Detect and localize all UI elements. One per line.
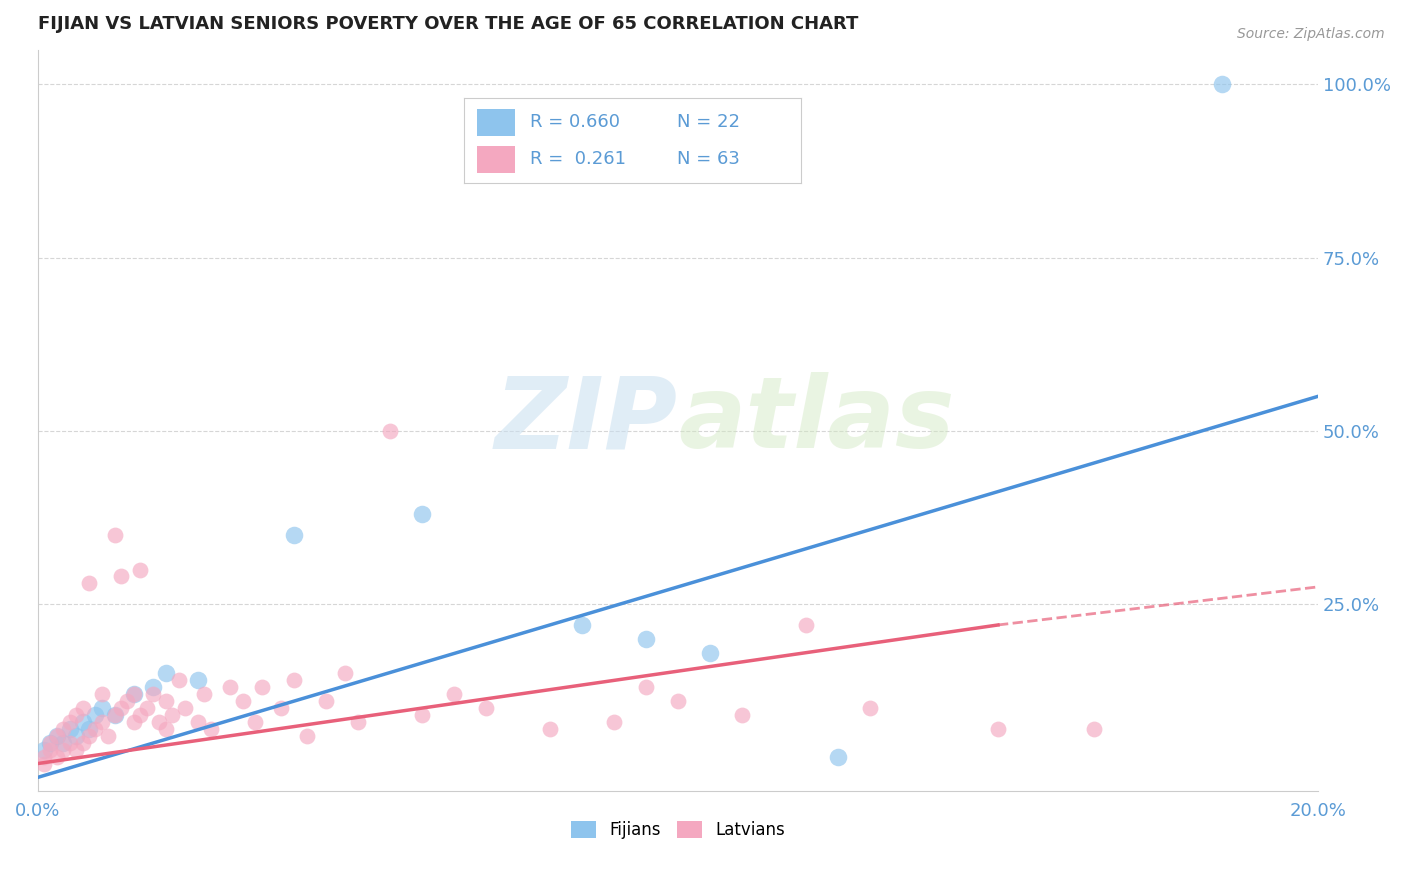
Point xyxy=(32,749,55,764)
Point xyxy=(155,722,177,736)
Point xyxy=(129,562,152,576)
Point xyxy=(666,694,689,708)
Point xyxy=(90,714,112,729)
Point xyxy=(110,701,132,715)
Point xyxy=(250,681,273,695)
Point xyxy=(65,742,87,756)
Point xyxy=(794,618,817,632)
Text: atlas: atlas xyxy=(678,372,955,469)
Text: R =  0.261: R = 0.261 xyxy=(530,150,626,168)
Point xyxy=(1211,78,1233,92)
Point xyxy=(77,722,100,736)
Point xyxy=(699,646,721,660)
Point xyxy=(603,714,626,729)
Point xyxy=(117,694,139,708)
Point xyxy=(110,569,132,583)
Point xyxy=(193,687,215,701)
Point xyxy=(39,736,62,750)
Point xyxy=(634,632,657,646)
Point xyxy=(160,708,183,723)
Text: N = 22: N = 22 xyxy=(676,113,740,131)
Point xyxy=(122,687,145,701)
Point xyxy=(218,681,240,695)
Point xyxy=(1083,722,1105,736)
Legend: Fijians, Latvians: Fijians, Latvians xyxy=(564,814,792,846)
Text: FIJIAN VS LATVIAN SENIORS POVERTY OVER THE AGE OF 65 CORRELATION CHART: FIJIAN VS LATVIAN SENIORS POVERTY OVER T… xyxy=(38,15,858,33)
Point xyxy=(59,714,82,729)
Point xyxy=(90,687,112,701)
Point xyxy=(129,708,152,723)
Point xyxy=(45,729,67,743)
Point xyxy=(475,701,498,715)
Point xyxy=(443,687,465,701)
Point xyxy=(634,681,657,695)
Point xyxy=(187,714,209,729)
Point xyxy=(232,694,254,708)
Point xyxy=(155,694,177,708)
Point xyxy=(411,507,433,521)
Point xyxy=(245,714,267,729)
Point xyxy=(32,742,55,756)
Point xyxy=(167,673,190,688)
Point xyxy=(52,742,75,756)
FancyBboxPatch shape xyxy=(478,109,515,136)
Point xyxy=(39,742,62,756)
Point xyxy=(187,673,209,688)
Point xyxy=(32,756,55,771)
Point xyxy=(315,694,337,708)
Point xyxy=(333,666,356,681)
Point xyxy=(103,528,125,542)
Point xyxy=(174,701,197,715)
Point xyxy=(59,736,82,750)
Point xyxy=(45,729,67,743)
Point xyxy=(378,424,401,438)
Point xyxy=(411,708,433,723)
Point xyxy=(84,722,107,736)
Point xyxy=(77,729,100,743)
Point xyxy=(142,681,165,695)
Text: R = 0.660: R = 0.660 xyxy=(530,113,620,131)
Point xyxy=(122,714,145,729)
Point xyxy=(283,673,305,688)
Point xyxy=(571,618,593,632)
Point xyxy=(59,722,82,736)
Text: ZIP: ZIP xyxy=(495,372,678,469)
Point xyxy=(155,666,177,681)
Point xyxy=(72,701,94,715)
Point xyxy=(52,722,75,736)
Text: N = 63: N = 63 xyxy=(676,150,740,168)
Point xyxy=(538,722,561,736)
Point xyxy=(52,736,75,750)
Point xyxy=(45,749,67,764)
Point xyxy=(97,729,120,743)
Point xyxy=(39,736,62,750)
Point xyxy=(72,714,94,729)
Point xyxy=(65,729,87,743)
Point xyxy=(859,701,882,715)
Point xyxy=(283,528,305,542)
Point xyxy=(103,708,125,723)
Point xyxy=(827,749,849,764)
Point xyxy=(270,701,292,715)
Point xyxy=(122,687,145,701)
Point xyxy=(987,722,1010,736)
Point xyxy=(148,714,170,729)
Point xyxy=(731,708,754,723)
Point xyxy=(346,714,368,729)
Point xyxy=(135,701,157,715)
Point xyxy=(77,576,100,591)
Point xyxy=(72,736,94,750)
Point xyxy=(84,708,107,723)
Point xyxy=(295,729,318,743)
Point xyxy=(142,687,165,701)
Point xyxy=(65,708,87,723)
Text: Source: ZipAtlas.com: Source: ZipAtlas.com xyxy=(1237,27,1385,41)
Point xyxy=(103,708,125,723)
Point xyxy=(90,701,112,715)
Point xyxy=(200,722,222,736)
FancyBboxPatch shape xyxy=(478,145,515,173)
